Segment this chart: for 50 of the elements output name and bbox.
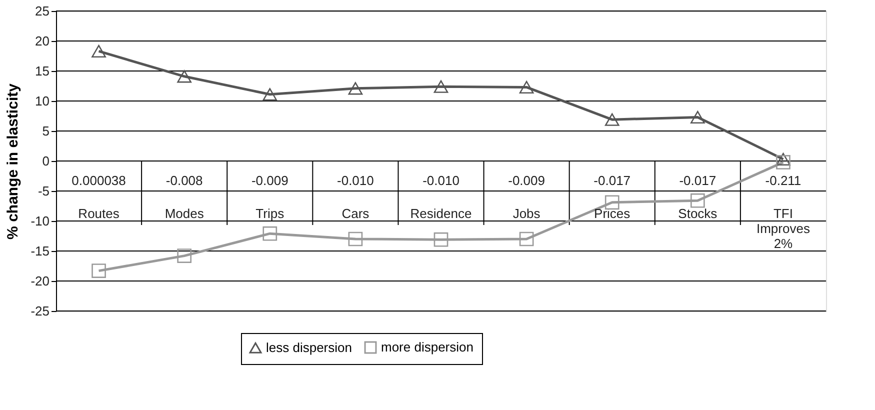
annotation: -0.010 (422, 173, 460, 188)
point (92, 44, 106, 58)
x-tick-label: Prices (594, 206, 631, 221)
point (348, 232, 363, 246)
point (348, 82, 363, 95)
point (776, 155, 790, 170)
y-tick-label: 25 (35, 4, 50, 18)
y-tick-label: -15 (30, 244, 50, 258)
point (519, 232, 534, 246)
point (434, 232, 448, 247)
point (262, 88, 278, 101)
point (519, 80, 534, 94)
annotation: -0.010 (337, 173, 374, 188)
y-tick-label: -20 (30, 274, 50, 288)
point (690, 110, 705, 124)
point (92, 264, 106, 278)
x-tick-label: Routes (78, 206, 120, 221)
x-tick-label: Residence (410, 206, 472, 221)
point (262, 226, 278, 241)
y-tick-label: 5 (42, 124, 50, 138)
annotation: 0.000038 (72, 173, 126, 188)
annotation: -0.008 (166, 173, 203, 188)
point (434, 80, 448, 93)
point (776, 152, 790, 166)
y-tick-label: 15 (35, 64, 50, 78)
point (604, 195, 620, 210)
y-tick-label: -5 (38, 184, 50, 198)
point (177, 248, 192, 263)
annotation: -0.009 (508, 173, 545, 188)
annotation: -0.211 (765, 173, 802, 188)
point (177, 70, 192, 83)
annotation: -0.017 (679, 173, 716, 188)
point (604, 113, 620, 126)
y-axis-title: % change in elasticity (4, 82, 22, 240)
y-tick-label: 0 (42, 154, 50, 168)
x-tick-label: Jobs (512, 206, 541, 221)
point (690, 193, 705, 208)
y-tick-label: -25 (30, 304, 50, 318)
y-tick-label: -10 (30, 214, 50, 228)
legend-label: less dispersion (266, 340, 352, 355)
x-tick-label: Trips (256, 206, 285, 221)
y-tick-label: 10 (35, 94, 50, 108)
annotation: -0.017 (594, 173, 631, 188)
x-tick-label: Stocks (678, 206, 718, 221)
legend-label: more dispersion (381, 340, 474, 355)
y-tick-label: 20 (35, 34, 50, 48)
x-tick-label: Modes (164, 206, 204, 221)
annotation: -0.009 (251, 173, 288, 188)
x-tick-label: TFI Improves 2% (756, 206, 810, 251)
x-tick-label: Cars (342, 206, 370, 221)
